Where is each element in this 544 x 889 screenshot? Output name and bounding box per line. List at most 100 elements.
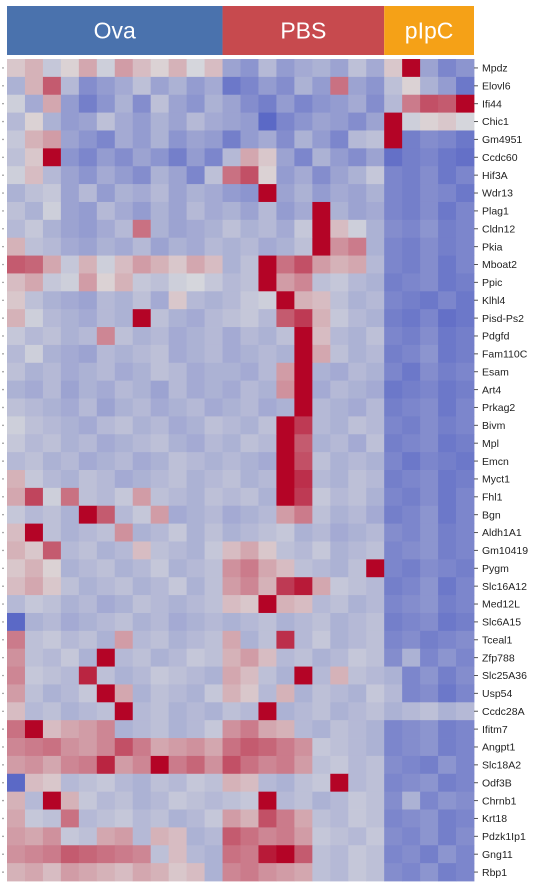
row-dendro-dot [2,245,4,248]
heatmap-cell [330,148,349,167]
row-label: Chrnb1 [482,795,517,807]
heatmap-cell [96,684,116,703]
heatmap-cell [330,595,349,614]
heatmap-cell [384,416,403,435]
heatmap-cell [186,702,205,721]
heatmap-cell [276,791,295,810]
heatmap-cell [402,380,421,399]
heatmap-cell [276,470,295,489]
heatmap-cell [402,559,421,578]
heatmap-cell [204,59,223,78]
heatmap-cell [60,541,80,560]
heatmap-cell [24,327,44,346]
heatmap-cell [96,237,116,256]
heatmap-cell [78,452,98,471]
heatmap-cell [258,470,277,489]
heatmap-cell [240,309,259,328]
heatmap-cell [348,612,367,632]
heatmap-cell [7,738,26,757]
row-label: Klhl4 [482,295,506,307]
heatmap-cell [384,434,403,453]
heatmap-cell [60,684,80,703]
heatmap-cell [96,380,116,399]
heatmap-cell [258,827,277,846]
heatmap-cell [438,344,457,364]
heatmap-cell [348,291,367,310]
heatmap-cell [330,809,349,828]
row-label: Esam [482,366,509,378]
heatmap-cell [168,845,188,864]
heatmap-cell [312,184,331,203]
heatmap-cell [150,559,170,578]
row-label: Pdzk1Ip1 [482,831,526,843]
heatmap-cell [96,612,116,632]
heatmap-cell [150,237,170,256]
heatmap-cell [438,452,457,471]
heatmap-cell [204,773,223,793]
heatmap-cell [168,595,188,614]
heatmap-cell [150,76,170,96]
heatmap-cell [150,380,170,399]
heatmap-cell [240,577,259,596]
heatmap-cell [168,452,188,471]
heatmap-cell [42,398,62,417]
heatmap-cell [168,487,188,507]
heatmap-cell [456,809,475,828]
heatmap-cell [258,76,277,96]
heatmap-cell [402,487,421,507]
heatmap-cell [150,738,170,757]
heatmap-cell [78,291,98,310]
heatmap-cell [366,237,385,256]
heatmap-cell [204,201,223,221]
heatmap-cell [114,738,134,757]
heatmap-cell [456,148,475,167]
row-dendro-dot [2,871,4,873]
heatmap-cell [348,94,367,114]
row-dendro-dot [2,817,4,820]
heatmap-cell [222,612,241,632]
heatmap-cell [24,827,44,846]
heatmap-cell [348,666,367,685]
heatmap-cell [7,577,26,596]
heatmap-cell [96,720,116,739]
heatmap-cell [204,791,223,810]
row-dendro-dot [2,478,4,480]
heatmap-cell [150,470,170,489]
row-label: Mboat2 [482,259,517,271]
heatmap-cell [420,362,439,382]
heatmap-cell [402,273,421,292]
heatmap-cell [366,559,385,578]
heatmap-cell [240,130,259,149]
heatmap-cell [420,791,439,810]
heatmap-cell [312,344,331,364]
heatmap-cell [312,59,331,78]
heatmap-cell [96,94,116,114]
heatmap-cell [114,434,134,453]
heatmap-cell [7,362,26,382]
heatmap-cell [366,59,385,78]
heatmap-cell [7,201,26,221]
heatmap-cell [258,112,277,131]
heatmap-cell [294,487,313,507]
heatmap-cell [204,630,223,650]
heatmap-cell [204,255,223,274]
heatmap-cell [60,76,80,96]
heatmap-cell [294,309,313,328]
row-dendro-dot [2,85,4,87]
heatmap-cell [276,452,295,471]
heatmap-cell [24,309,44,328]
heatmap-cell [402,505,421,525]
heatmap-cell [42,738,62,757]
heatmap-cell [132,666,152,685]
heatmap-cell [222,291,241,310]
heatmap-cell [384,809,403,828]
heatmap-cell [96,827,116,846]
heatmap-cell [330,94,349,114]
heatmap-cell [294,470,313,489]
heatmap-cell [24,809,44,828]
heatmap-cell [456,59,475,78]
heatmap-cell [312,112,331,131]
row-dendro-dot [2,460,4,462]
heatmap-cell [132,487,152,507]
heatmap-cell [438,309,457,328]
